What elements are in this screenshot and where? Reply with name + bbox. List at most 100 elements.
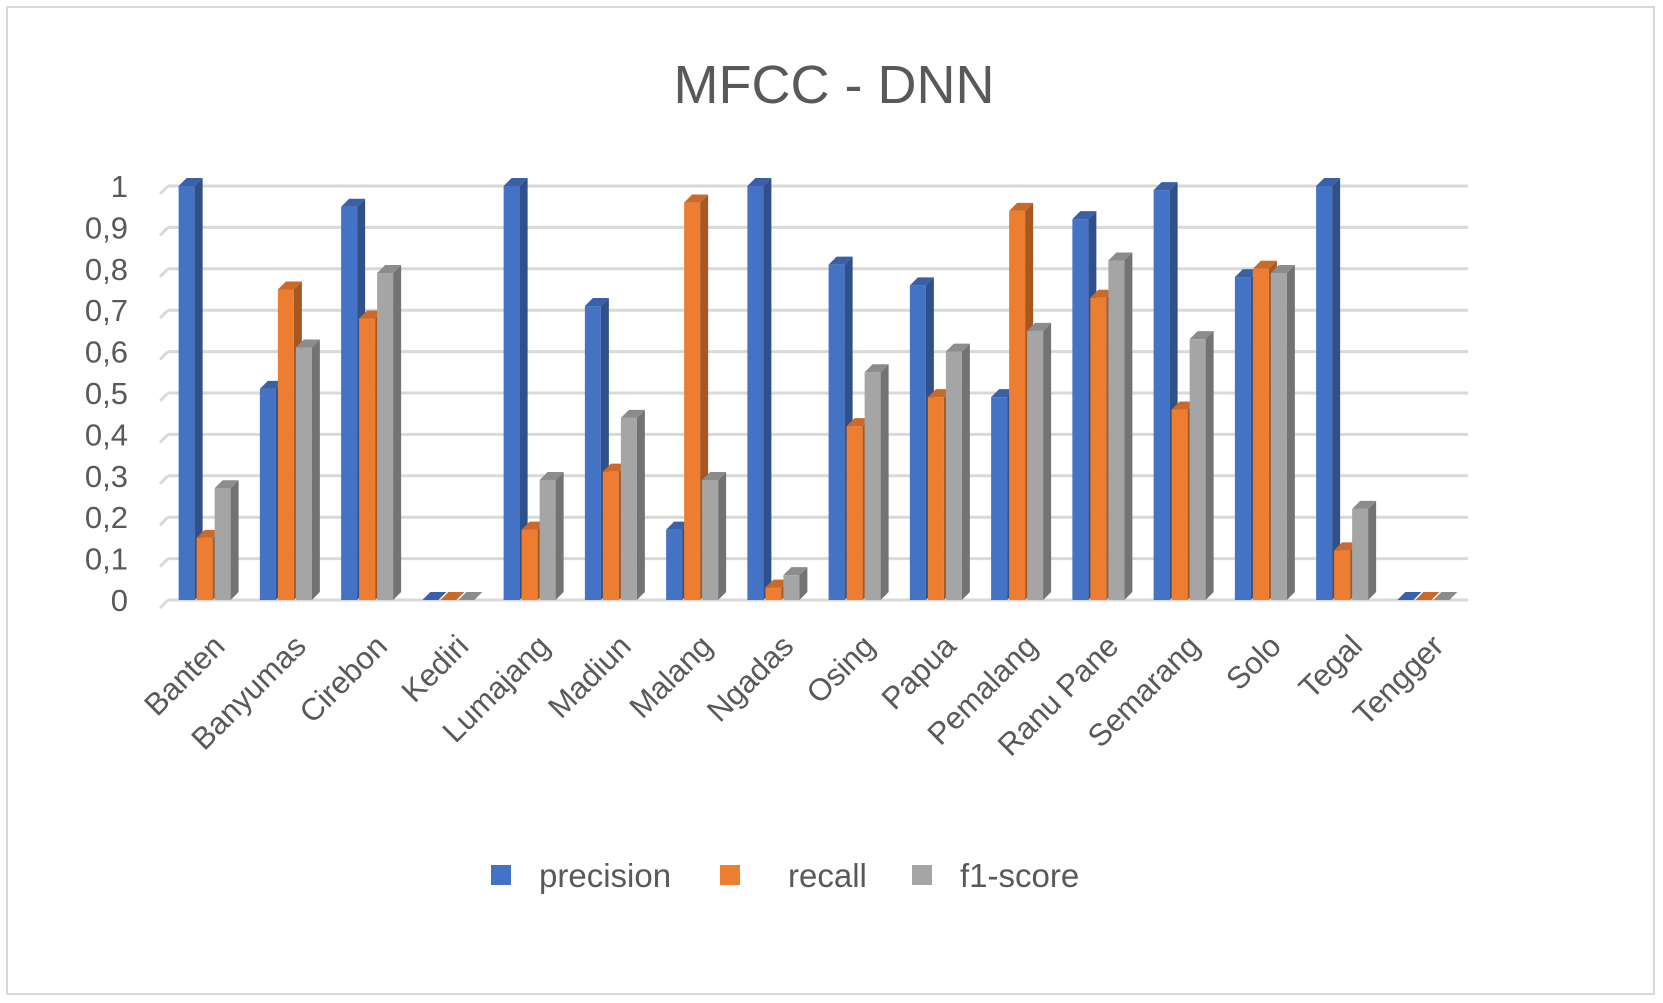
bar-tegal-f1-score-top bbox=[1352, 500, 1377, 509]
bar-cirebon-recall-front bbox=[359, 318, 376, 600]
y-tick-label: 0,2 bbox=[85, 500, 128, 535]
gridline-depth bbox=[158, 516, 170, 527]
bar-cirebon-f1-score-front bbox=[377, 272, 394, 600]
bar-cirebon-f1-score-top bbox=[377, 264, 402, 273]
gridline-depth bbox=[158, 309, 170, 320]
bar-pemalang-recall-top bbox=[1009, 202, 1034, 211]
bar-madiun-f1-score-front bbox=[620, 417, 637, 600]
bar-tegal-precision-front bbox=[1316, 186, 1333, 600]
bar-papua-f1-score[interactable] bbox=[945, 343, 970, 600]
bar-osing-f1-score-top bbox=[864, 364, 889, 373]
legend[interactable]: precision recall f1-score bbox=[491, 857, 1079, 894]
bar-tengger-f1-score[interactable] bbox=[1433, 592, 1458, 600]
bar-madiun-f1-score[interactable] bbox=[620, 409, 645, 600]
bar-banten-precision[interactable] bbox=[178, 178, 203, 600]
bar-banyumas-f1-score-top bbox=[295, 339, 320, 348]
bar-banyumas-recall-front bbox=[277, 289, 294, 600]
bar-lumajang-f1-score-top bbox=[539, 471, 564, 480]
bar-osing-precision-top bbox=[828, 256, 853, 265]
bar-malang-recall-front bbox=[684, 202, 701, 600]
x-category-label: Cirebon bbox=[293, 628, 395, 730]
bar-solo-recall-front bbox=[1252, 268, 1269, 600]
bar-madiun-f1-score-side bbox=[636, 409, 645, 600]
bar-ranu-pane-f1-score-top bbox=[1108, 252, 1133, 261]
bar-kediri-recall-top bbox=[440, 592, 465, 600]
bar-pemalang-f1-score-top bbox=[1027, 322, 1052, 331]
bar-cirebon-precision-top bbox=[341, 198, 366, 207]
legend-item-f1-score[interactable]: f1-score bbox=[912, 857, 1079, 894]
bar-malang-precision-front bbox=[666, 529, 683, 600]
bar-banyumas-f1-score[interactable] bbox=[295, 339, 320, 600]
bar-banyumas-precision-front bbox=[259, 388, 276, 600]
bar-solo-precision-front bbox=[1234, 277, 1251, 600]
x-category-label: Malang bbox=[622, 628, 719, 725]
bar-tegal-f1-score-front bbox=[1352, 508, 1369, 600]
bar-papua-recall-front bbox=[927, 397, 944, 600]
bar-semarang-recall-front bbox=[1171, 409, 1188, 600]
legend-label: recall bbox=[788, 857, 867, 894]
bar-lumajang-precision[interactable] bbox=[503, 178, 528, 600]
bar-ngadas-precision[interactable] bbox=[747, 178, 772, 600]
y-axis-ticks: 0 0,1 0,2 0,3 0,4 0,5 0,6 0,7 0,8 0,9 1 bbox=[85, 169, 128, 618]
bar-osing-f1-score-front bbox=[864, 372, 881, 600]
bar-ngadas-f1-score-top bbox=[783, 567, 808, 576]
legend-swatch bbox=[912, 865, 932, 885]
bar-osing-f1-score-side bbox=[880, 364, 889, 600]
bar-semarang-f1-score-front bbox=[1189, 339, 1206, 600]
y-tick-label: 0,7 bbox=[85, 293, 128, 328]
y-tick-label: 0 bbox=[111, 583, 128, 618]
bar-banyumas-recall-top bbox=[277, 281, 302, 290]
bar-osing-f1-score[interactable] bbox=[864, 364, 889, 600]
bar-ranu-pane-f1-score[interactable] bbox=[1108, 252, 1133, 600]
y-tick-label: 0,1 bbox=[85, 542, 128, 577]
bar-tegal-precision[interactable] bbox=[1316, 178, 1341, 600]
bar-cirebon-precision-front bbox=[341, 206, 358, 600]
chart-title: MFCC - DNN bbox=[674, 55, 995, 115]
bar-tengger-recall[interactable] bbox=[1415, 592, 1440, 600]
legend-swatch bbox=[720, 865, 740, 885]
bar-solo-f1-score[interactable] bbox=[1270, 264, 1295, 600]
chart-svg: MFCC - DNN 0 0,1 0,2 0,3 0,4 0,5 0,6 0,7 0,8 0,9 1… bbox=[85, 55, 1468, 894]
bar-lumajang-recall-front bbox=[521, 529, 538, 600]
bar-tengger-precision[interactable] bbox=[1397, 592, 1422, 600]
gridline-depth bbox=[158, 350, 170, 361]
bar-ngadas-f1-score[interactable] bbox=[783, 567, 808, 600]
chart-frame: MFCC - DNN 0 0,1 0,2 0,3 0,4 0,5 0,6 0,7 0,8 0,9 1… bbox=[6, 6, 1655, 995]
bar-malang-recall-top bbox=[684, 194, 709, 203]
bar-layer bbox=[178, 178, 1458, 600]
bar-semarang-precision-front bbox=[1153, 190, 1170, 600]
bar-cirebon-f1-score-side bbox=[393, 264, 402, 600]
bar-banten-f1-score[interactable] bbox=[214, 480, 239, 600]
bar-banten-f1-score-side bbox=[230, 480, 239, 600]
bar-ranu-pane-f1-score-front bbox=[1108, 260, 1125, 600]
bar-pemalang-precision-front bbox=[991, 397, 1008, 600]
bar-ngadas-f1-score-front bbox=[783, 575, 800, 600]
bar-kediri-f1-score[interactable] bbox=[458, 592, 483, 600]
bar-kediri-precision[interactable] bbox=[422, 592, 447, 600]
bar-tegal-recall-front bbox=[1334, 550, 1351, 600]
bar-ngadas-precision-side bbox=[763, 178, 772, 600]
y-tick-label: 0,8 bbox=[85, 252, 128, 287]
y-tick-label: 0,4 bbox=[85, 417, 128, 452]
legend-item-precision[interactable]: precision bbox=[491, 857, 671, 894]
gridline-depth bbox=[158, 184, 170, 196]
bar-cirebon-f1-score[interactable] bbox=[377, 264, 402, 600]
bar-tengger-f1-score-top bbox=[1433, 592, 1458, 600]
bar-kediri-recall[interactable] bbox=[440, 592, 465, 600]
bar-lumajang-f1-score[interactable] bbox=[539, 471, 564, 600]
legend-swatch bbox=[491, 865, 511, 885]
legend-label: f1-score bbox=[960, 857, 1079, 894]
bar-tegal-f1-score[interactable] bbox=[1352, 500, 1377, 600]
bar-madiun-precision-top bbox=[584, 298, 609, 307]
bar-tegal-precision-side bbox=[1332, 178, 1341, 600]
y-tick-label: 0,9 bbox=[85, 210, 128, 245]
bar-semarang-f1-score-side bbox=[1205, 331, 1214, 600]
bar-malang-f1-score[interactable] bbox=[702, 471, 727, 600]
y-tick-label: 0,5 bbox=[85, 376, 128, 411]
bar-pemalang-recall-front bbox=[1009, 210, 1026, 600]
bar-ngadas-recall-front bbox=[765, 587, 782, 600]
bar-pemalang-f1-score[interactable] bbox=[1027, 322, 1052, 600]
legend-item-recall[interactable]: recall bbox=[720, 857, 867, 894]
bar-semarang-f1-score[interactable] bbox=[1189, 331, 1214, 600]
bar-lumajang-precision-front bbox=[503, 186, 520, 600]
